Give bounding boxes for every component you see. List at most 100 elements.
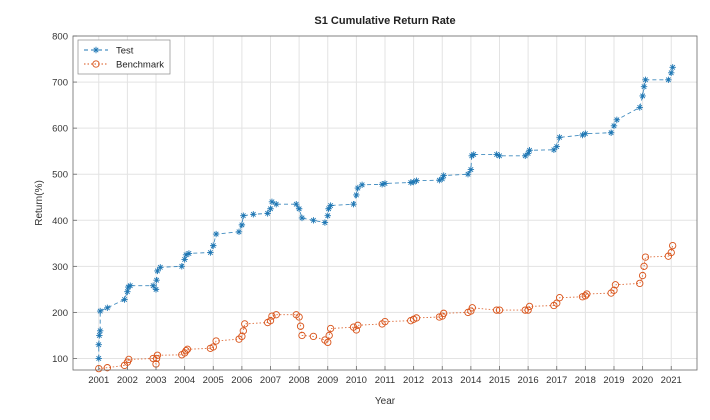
- data-point: [264, 210, 271, 217]
- data-point: [127, 282, 134, 289]
- data-point: [268, 312, 276, 320]
- x-tick-label: 2006: [231, 375, 252, 386]
- data-point: [579, 131, 586, 139]
- data-point: [149, 282, 157, 289]
- data-point: [613, 116, 621, 124]
- x-tick-label: 2001: [88, 375, 109, 386]
- data-point: [436, 176, 443, 184]
- x-tick-label: 2007: [260, 375, 281, 386]
- legend-label: Benchmark: [116, 60, 164, 71]
- data-point: [209, 343, 217, 351]
- data-point: [250, 211, 257, 218]
- data-point: [553, 143, 560, 150]
- data-point: [96, 307, 104, 315]
- data-point: [521, 306, 529, 314]
- y-tick-label: 400: [52, 216, 68, 227]
- data-point: [468, 304, 476, 312]
- data-point: [272, 311, 280, 319]
- data-point: [354, 321, 362, 329]
- data-point: [582, 130, 589, 137]
- data-point: [412, 314, 421, 322]
- data-point: [238, 221, 246, 229]
- data-point: [185, 250, 193, 257]
- data-point: [668, 69, 675, 77]
- y-tick-label: 600: [52, 124, 68, 135]
- x-tick-label: 2010: [346, 375, 367, 386]
- chart-title: S1 Cumulative Return Rate: [314, 15, 455, 27]
- x-tick-label: 2004: [174, 375, 195, 386]
- data-point: [295, 205, 303, 212]
- legend-marker: [92, 46, 100, 54]
- legend-item: Test: [84, 46, 134, 57]
- data-point: [95, 341, 102, 348]
- data-point: [324, 338, 332, 347]
- data-point: [268, 198, 276, 206]
- data-point: [667, 248, 675, 257]
- data-point: [240, 212, 247, 219]
- data-point: [495, 306, 504, 314]
- data-point: [381, 317, 389, 326]
- data-point: [212, 337, 220, 345]
- data-point: [327, 202, 334, 209]
- data-point: [440, 309, 448, 317]
- data-point: [121, 296, 128, 303]
- y-tick-label: 800: [52, 32, 68, 43]
- series-line: [98, 245, 674, 370]
- data-point: [207, 249, 214, 256]
- data-point: [152, 354, 161, 363]
- data-point: [212, 230, 220, 238]
- data-point: [267, 205, 274, 212]
- x-tick-label: 2018: [575, 375, 596, 386]
- data-point: [467, 166, 475, 173]
- data-point: [358, 181, 366, 189]
- data-point: [464, 171, 472, 178]
- x-tick-label: 2005: [203, 375, 224, 386]
- data-point: [524, 150, 532, 157]
- series-benchmark: [95, 241, 677, 373]
- data-point: [639, 92, 646, 100]
- data-point: [555, 294, 564, 302]
- data-point: [350, 200, 357, 208]
- x-tick-label: 2019: [603, 375, 624, 386]
- data-point: [556, 134, 563, 141]
- data-point: [154, 267, 161, 275]
- data-point: [492, 306, 501, 314]
- data-point: [296, 322, 305, 330]
- data-point: [293, 200, 300, 208]
- data-point: [352, 326, 361, 334]
- legend: Test Benchmark: [77, 39, 171, 75]
- data-point: [525, 302, 534, 311]
- data-point: [326, 324, 335, 333]
- data-point: [435, 313, 444, 321]
- data-point: [181, 256, 188, 263]
- x-tick-label: 2014: [460, 375, 481, 386]
- data-point: [125, 355, 133, 364]
- x-tick-label: 2016: [518, 375, 539, 386]
- x-axis-label: Year: [375, 396, 396, 407]
- data-point: [641, 253, 650, 261]
- data-point: [378, 181, 386, 188]
- data-point: [353, 191, 360, 199]
- x-tick-label: 2021: [661, 375, 682, 386]
- x-tick-label: 2003: [145, 375, 166, 386]
- data-point: [103, 364, 111, 372]
- legend-item: Benchmark: [84, 60, 164, 71]
- data-point: [324, 212, 331, 219]
- y-axis-label: Return(%): [34, 180, 45, 226]
- y-tick-label: 700: [52, 78, 68, 89]
- data-point: [96, 332, 103, 339]
- data-point: [610, 122, 618, 130]
- data-point: [553, 299, 561, 307]
- x-tick-label: 2015: [489, 375, 510, 386]
- data-point: [95, 355, 102, 362]
- data-point: [611, 281, 620, 289]
- data-point: [610, 286, 618, 294]
- data-point: [238, 332, 246, 341]
- data-point: [410, 178, 417, 186]
- data-point: [183, 345, 192, 353]
- data-point: [407, 179, 414, 186]
- grid: [73, 35, 697, 370]
- data-point: [124, 288, 131, 295]
- data-point: [665, 76, 672, 83]
